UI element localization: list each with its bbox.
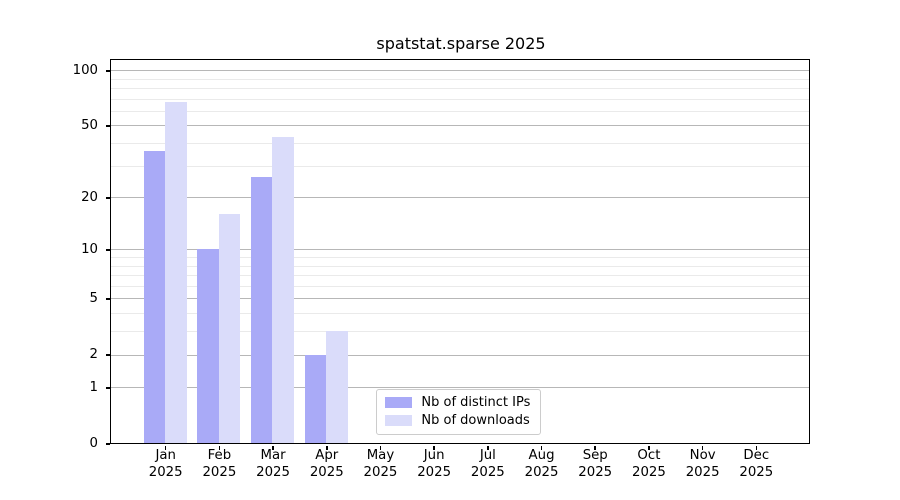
gridline-minor-4 bbox=[111, 313, 810, 315]
x-tick-mark-jun bbox=[433, 445, 435, 451]
x-tick-mark-aug bbox=[540, 445, 543, 451]
x-tick-label-apr: Apr 2025 bbox=[309, 448, 344, 480]
gridline-major-50 bbox=[111, 125, 810, 127]
x-tick-label-nov: Nov 2025 bbox=[685, 448, 720, 480]
bar-downloads-mar bbox=[272, 137, 294, 444]
legend: Nb of distinct IPs Nb of downloads bbox=[376, 389, 542, 436]
x-tick-label-dec: Dec 2025 bbox=[739, 448, 774, 480]
x-tick-label-jul: Jul 2025 bbox=[470, 448, 505, 480]
x-tick-label-feb: Feb 2025 bbox=[202, 448, 237, 480]
gridline-minor-7 bbox=[111, 275, 810, 277]
x-tick-label-aug: Aug 2025 bbox=[524, 448, 559, 480]
bar-distinct-ips-mar bbox=[250, 176, 273, 444]
gridline-major-2 bbox=[111, 354, 810, 356]
y-tick-mark-2 bbox=[105, 354, 111, 356]
gridline-major-10 bbox=[111, 249, 810, 251]
x-tick-label-jan: Jan 2025 bbox=[148, 448, 183, 480]
gridline-major-1 bbox=[111, 387, 810, 389]
y-tick-label-5: 5 bbox=[89, 291, 98, 307]
gridline-minor-70 bbox=[111, 98, 810, 100]
gridline-minor-8 bbox=[111, 265, 810, 267]
gridline-minor-9 bbox=[111, 257, 810, 259]
gridline-major-100 bbox=[111, 70, 810, 72]
y-tick-label-20: 20 bbox=[81, 189, 98, 205]
gridline-minor-80 bbox=[111, 88, 810, 90]
x-tick-mark-jul bbox=[487, 445, 489, 451]
y-tick-label-0: 0 bbox=[89, 436, 98, 451]
x-tick-mark-apr bbox=[326, 445, 328, 451]
x-tick-label-mar: Mar 2025 bbox=[256, 448, 290, 480]
y-tick-mark-0 bbox=[105, 443, 111, 445]
bar-distinct-ips-jan bbox=[143, 151, 166, 444]
y-tick-mark-10 bbox=[105, 249, 111, 251]
gridline-minor-30 bbox=[111, 165, 810, 167]
bar-distinct-ips-feb bbox=[197, 249, 219, 444]
chart-title: spatstat.sparse 2025 bbox=[376, 34, 546, 53]
legend-item-distinct-ips: Nb of distinct IPs bbox=[385, 395, 530, 410]
x-tick-label-oct: Oct 2025 bbox=[632, 448, 666, 480]
gridline-minor-6 bbox=[111, 286, 810, 288]
x-tick-mark-mar bbox=[272, 445, 274, 451]
y-tick-label-2: 2 bbox=[89, 347, 98, 363]
y-tick-mark-20 bbox=[105, 197, 111, 199]
x-tick-mark-nov bbox=[701, 445, 704, 451]
gridline-minor-40 bbox=[111, 143, 810, 145]
x-tick-mark-may bbox=[379, 445, 382, 451]
y-tick-label-100: 100 bbox=[72, 62, 98, 78]
plot-area: Nb of distinct IPs Nb of downloads bbox=[110, 59, 811, 445]
bar-downloads-apr bbox=[326, 331, 348, 444]
legend-item-downloads: Nb of downloads bbox=[385, 413, 530, 428]
x-tick-label-may: May 2025 bbox=[363, 448, 398, 480]
y-tick-label-10: 10 bbox=[81, 242, 98, 258]
x-tick-label-sep: Sep 2025 bbox=[578, 448, 613, 480]
x-tick-mark-dec bbox=[755, 445, 758, 451]
x-tick-mark-feb bbox=[218, 445, 221, 451]
gridline-minor-90 bbox=[111, 78, 810, 80]
bar-downloads-feb bbox=[218, 214, 241, 444]
y-tick-mark-50 bbox=[105, 125, 111, 127]
gridline-major-5 bbox=[111, 298, 810, 300]
gridline-minor-3 bbox=[111, 331, 810, 333]
gridline-minor-60 bbox=[111, 110, 810, 112]
gridline-major-20 bbox=[111, 197, 810, 199]
x-tick-mark-jan bbox=[164, 445, 167, 451]
x-tick-mark-oct bbox=[648, 445, 650, 451]
y-tick-label-50: 50 bbox=[81, 118, 98, 134]
legend-swatch-distinct-ips-icon bbox=[385, 397, 413, 409]
legend-swatch-downloads-icon bbox=[385, 415, 413, 427]
bar-distinct-ips-apr bbox=[304, 354, 327, 444]
y-tick-mark-100 bbox=[105, 70, 111, 72]
legend-label-downloads: Nb of downloads bbox=[421, 413, 530, 429]
legend-label-distinct-ips: Nb of distinct IPs bbox=[421, 395, 531, 411]
y-tick-mark-5 bbox=[105, 298, 111, 300]
y-tick-label-1: 1 bbox=[89, 379, 98, 395]
x-tick-mark-sep bbox=[594, 445, 596, 451]
y-tick-mark-1 bbox=[105, 387, 111, 389]
bar-downloads-jan bbox=[165, 102, 187, 444]
x-tick-label-jun: Jun 2025 bbox=[417, 448, 452, 480]
